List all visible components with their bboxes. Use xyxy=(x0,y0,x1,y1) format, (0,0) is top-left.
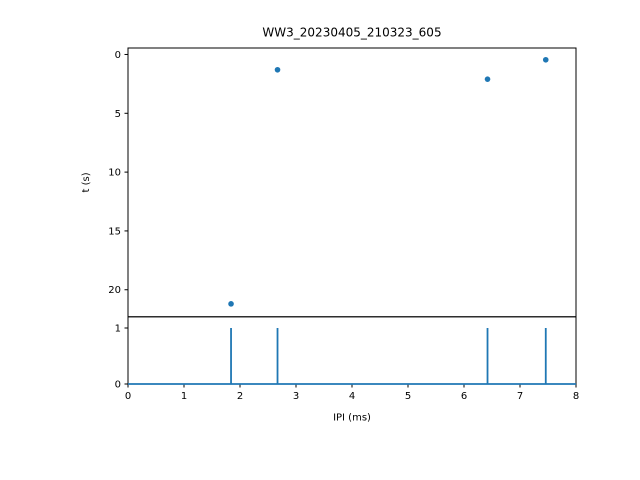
x-tick-label: 0 xyxy=(125,391,131,402)
top-axes: 0 5 10 15 20 xyxy=(108,47,577,318)
y-tick-label: 10 xyxy=(108,168,121,179)
scatter-point xyxy=(542,56,549,63)
scatter-point xyxy=(228,301,234,307)
y-tick-label: 15 xyxy=(108,226,121,237)
y-axis-label: t (s) xyxy=(81,172,92,192)
axes-frame xyxy=(127,316,577,385)
x-tick-label: 8 xyxy=(573,391,579,402)
x-tick-label: 1 xyxy=(181,391,187,402)
y-tick-label: 0 xyxy=(115,50,121,61)
y-tick-label: 0 xyxy=(115,380,121,391)
y-tick-label: 5 xyxy=(115,109,121,120)
plot-title: WW3_20230405_210323_605 xyxy=(262,26,441,40)
x-tick-label: 5 xyxy=(405,391,411,402)
axes-frame xyxy=(127,47,577,318)
x-tick-label: 4 xyxy=(349,391,355,402)
x-tick-label: 7 xyxy=(517,391,523,402)
x-axis-label: IPI (ms) xyxy=(333,413,371,424)
x-tick-label: 3 xyxy=(293,391,299,402)
scatter-point xyxy=(274,66,281,73)
y-tick-label: 1 xyxy=(115,324,121,335)
x-tick-label: 2 xyxy=(237,391,243,402)
bottom-axes: 0 1 0 1 2 3 4 5 6 7 8 xyxy=(115,316,579,402)
y-tick-label: 20 xyxy=(108,285,121,296)
scatter-point xyxy=(484,76,491,82)
x-tick-label: 6 xyxy=(461,391,467,402)
